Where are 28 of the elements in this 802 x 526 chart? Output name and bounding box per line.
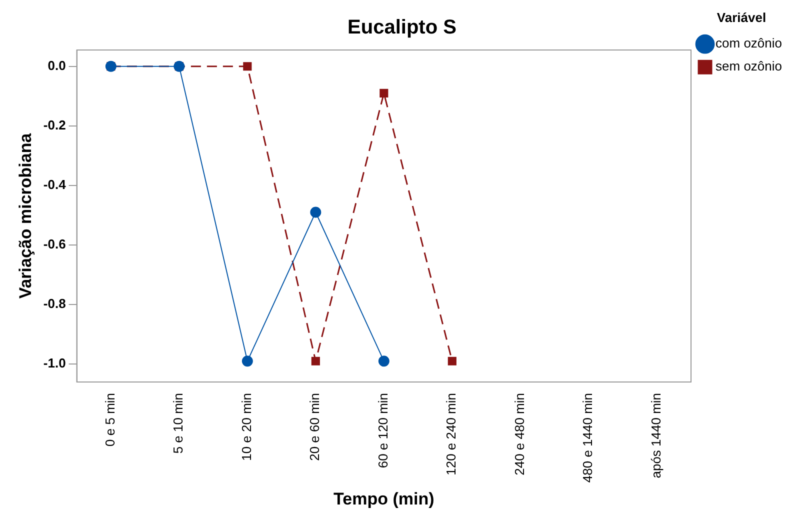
point	[310, 206, 322, 218]
point	[311, 356, 320, 366]
point	[242, 356, 253, 367]
x-tick-label: 60 e 120 min	[375, 392, 390, 468]
point	[378, 356, 390, 367]
x-tick-label: 20 e 60 min	[307, 392, 322, 461]
y-tick-label: -0.4	[43, 177, 67, 192]
chart-title: Eucalipto S	[348, 16, 456, 39]
y-axis-title: Variação microbiana	[16, 132, 35, 299]
x-tick-label: após 1440 min	[648, 392, 664, 478]
point	[448, 356, 456, 366]
legend-label: sem ozônio	[716, 58, 782, 74]
y-tick-label: -0.2	[43, 118, 66, 132]
point	[380, 88, 388, 98]
legend-label: com ozônio	[716, 36, 782, 51]
point	[243, 62, 252, 71]
x-tick-label: 120 e 240 min	[444, 392, 459, 476]
x-tick-label: 480 e 1440 min	[580, 392, 596, 483]
y-tick-label: -0.6	[43, 236, 66, 252]
x-tick-label: 5 e 10 min	[170, 392, 186, 454]
legend-title: Variável	[716, 10, 766, 26]
x-tick-label: 240 e 480 min	[512, 392, 527, 476]
x-axis-title: Tempo (min)	[334, 489, 434, 508]
x-tick-label: 10 e 20 min	[238, 392, 254, 461]
y-tick-label: -1.0	[43, 356, 66, 371]
x-tick-label: 0 e 5 min	[102, 392, 118, 446]
y-tick-label: 0.0	[48, 58, 66, 73]
y-tick-label: -0.8	[43, 296, 66, 312]
